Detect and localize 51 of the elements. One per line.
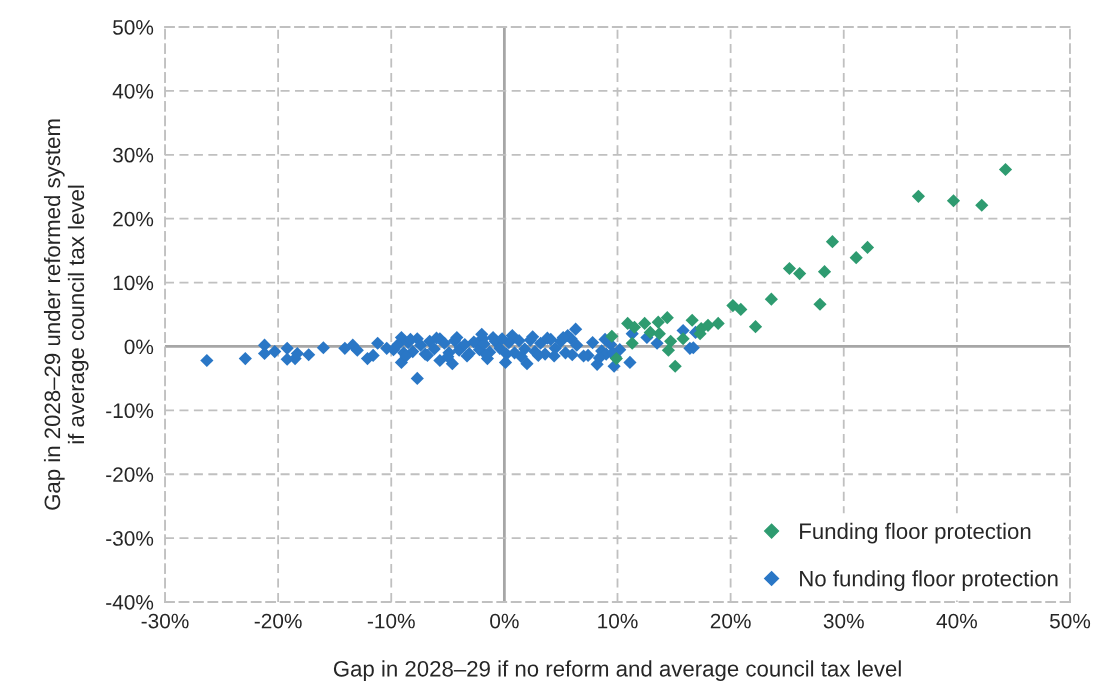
x-tick-label: 0% [490, 613, 519, 629]
point [661, 343, 675, 357]
point [652, 327, 666, 341]
y-tick-label: 20% [113, 211, 154, 227]
point [605, 329, 619, 343]
x-tick-label: 10% [598, 613, 638, 629]
point [660, 311, 674, 325]
point [638, 316, 652, 331]
point [711, 316, 725, 331]
point [625, 336, 639, 350]
y-tick-label: -30% [106, 531, 154, 546]
point [664, 334, 678, 348]
y-axis-title: Gap in 2028–29 under reformed system if average council tax level [43, 119, 89, 510]
x-tick-label: -30% [141, 613, 189, 629]
y-tick-label: 0% [124, 339, 154, 355]
point [946, 194, 961, 208]
y-tick-label: 40% [112, 83, 154, 99]
x-tick-label: -20% [254, 613, 302, 629]
y-tick-label: 30% [112, 147, 154, 163]
x-tick-label: 20% [710, 613, 751, 629]
point [998, 162, 1013, 177]
legend-label: No funding floor protection [800, 570, 1058, 591]
y-tick-label: -10% [106, 403, 154, 419]
point [849, 251, 863, 265]
point [627, 320, 642, 334]
y-tick-label: -40% [106, 595, 154, 610]
point [782, 261, 797, 276]
x-tick-label: 40% [936, 613, 977, 629]
point [676, 332, 690, 346]
point [813, 297, 827, 311]
point [734, 302, 748, 316]
point [975, 198, 989, 212]
point [764, 292, 778, 306]
point [748, 320, 763, 334]
point [911, 189, 925, 203]
x-axis-title: Gap in 2028–29 if no reform and average council tax level [333, 660, 901, 682]
point [668, 359, 682, 373]
point [685, 313, 699, 327]
point [651, 315, 665, 329]
x-tick-label: -10% [367, 613, 415, 629]
point [817, 265, 832, 279]
point [860, 240, 875, 254]
point [825, 235, 840, 249]
x-tick-label: 50% [1049, 613, 1091, 629]
y-tick-label: -20% [106, 467, 154, 482]
x-tick-label: 30% [823, 613, 864, 629]
y-tick-label: 10% [113, 275, 154, 291]
legend-label: Funding floor protection [800, 522, 1031, 544]
point [701, 318, 715, 332]
y-tick-label: 50% [113, 20, 154, 35]
point [793, 267, 807, 281]
